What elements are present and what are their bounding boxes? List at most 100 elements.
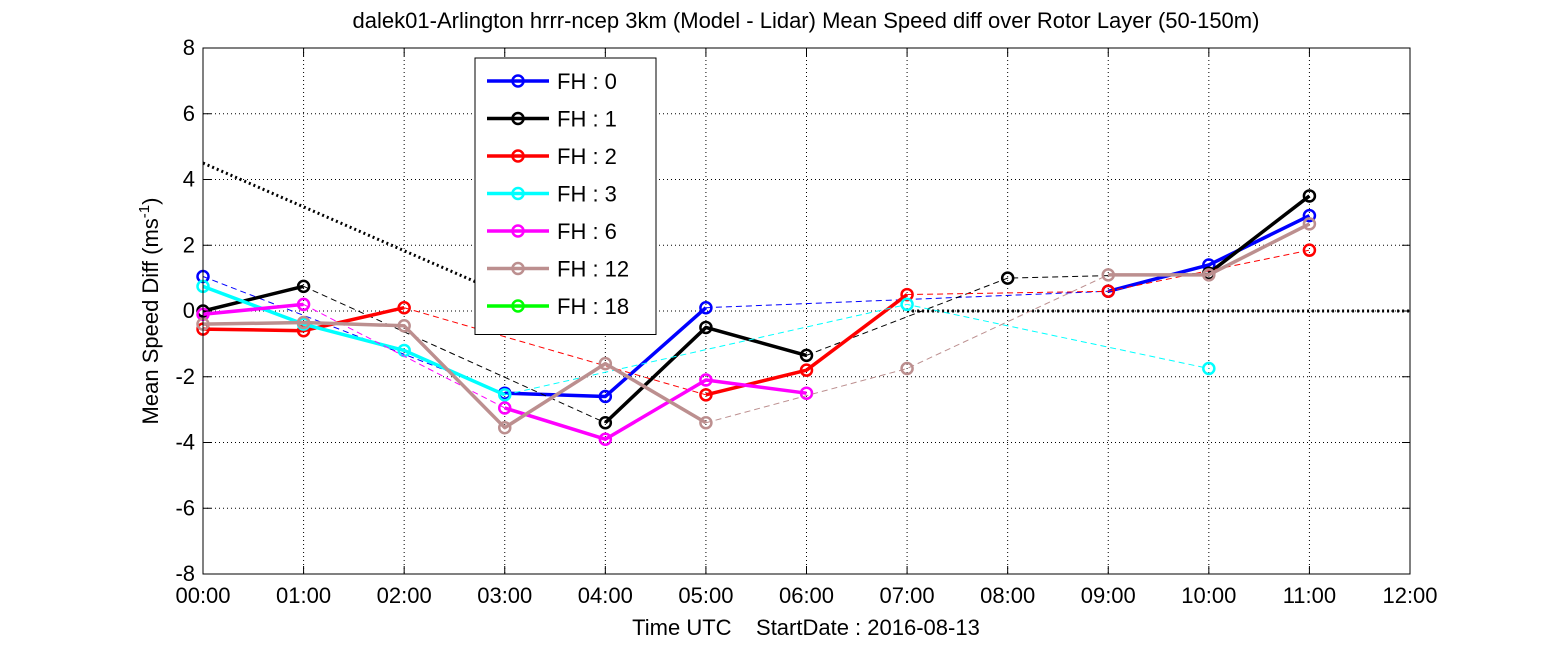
legend-swatch-marker bbox=[511, 224, 525, 238]
x-tick-label: 10:00 bbox=[1181, 583, 1236, 608]
x-tick-label: 04:00 bbox=[578, 583, 633, 608]
legend-entry-label: FH : 6 bbox=[557, 219, 617, 244]
legend-swatch-marker bbox=[511, 111, 525, 126]
data-point bbox=[900, 297, 914, 312]
y-axis-label-text: Mean Speed Diff (ms bbox=[138, 218, 163, 424]
x-tick-label: 05:00 bbox=[678, 583, 733, 608]
data-point bbox=[296, 315, 311, 330]
y-tick-label: -2 bbox=[175, 364, 195, 389]
y-axis-label-unit-exponent: -1 bbox=[136, 205, 153, 218]
data-point bbox=[598, 416, 613, 430]
data-point bbox=[296, 297, 311, 312]
series-line-segment bbox=[202, 302, 304, 317]
y-tick-label: -6 bbox=[175, 495, 195, 520]
legend-swatch-marker bbox=[511, 261, 525, 276]
series-line-segment bbox=[202, 320, 707, 430]
series-0 bbox=[196, 208, 1317, 404]
data-point bbox=[900, 361, 914, 376]
y-tick-label: 6 bbox=[183, 101, 195, 126]
data-point bbox=[799, 348, 814, 363]
data-point bbox=[1302, 217, 1317, 231]
series-line-segment bbox=[604, 325, 807, 425]
data-point bbox=[799, 363, 814, 377]
series-layer bbox=[196, 189, 1317, 446]
chart-title: dalek01-Arlington hrrr-ncep 3km (Model -… bbox=[353, 8, 1260, 33]
x-axis-label: Time UTC StartDate : 2016-08-13 bbox=[632, 615, 980, 640]
y-axis-label-close: ) bbox=[138, 198, 163, 205]
legend-entry-label: FH : 12 bbox=[557, 257, 629, 282]
data-point bbox=[598, 389, 613, 404]
series-dashed-segment bbox=[303, 285, 606, 424]
series-5 bbox=[196, 217, 1317, 435]
series-line-segment bbox=[504, 378, 807, 441]
x-tick-label: 06:00 bbox=[779, 583, 834, 608]
series-1 bbox=[196, 189, 1317, 430]
data-point bbox=[699, 300, 713, 315]
data-point bbox=[699, 373, 713, 387]
reference-line bbox=[202, 161, 506, 296]
x-tick-label: 00:00 bbox=[175, 583, 230, 608]
series-dashed-segment bbox=[404, 307, 707, 396]
data-point bbox=[498, 420, 512, 435]
x-tick-label: 02:00 bbox=[377, 583, 432, 608]
data-point bbox=[1000, 271, 1015, 285]
data-point bbox=[699, 320, 713, 335]
legend-entry-label: FH : 0 bbox=[557, 69, 617, 94]
series-line-segment bbox=[705, 293, 909, 397]
data-point bbox=[699, 416, 713, 430]
data-point bbox=[1302, 243, 1317, 257]
x-tick-label: 08:00 bbox=[980, 583, 1035, 608]
data-point bbox=[498, 401, 512, 415]
legend-entry-label: FH : 1 bbox=[557, 107, 617, 132]
legend: FH : 0 FH : 1 FH : 2 FH : 3 FH : 6 FH : 12 FH … bbox=[474, 57, 657, 335]
data-point bbox=[296, 279, 311, 294]
series-line-segment bbox=[202, 284, 506, 397]
series-line-segment bbox=[1107, 214, 1311, 293]
data-point bbox=[799, 386, 814, 400]
y-axis-label: Mean Speed Diff (ms-1) bbox=[136, 198, 163, 425]
x-tick-label: 03:00 bbox=[477, 583, 532, 608]
x-tick-label: 11:00 bbox=[1283, 583, 1336, 608]
y-tick-label: -4 bbox=[175, 430, 195, 455]
legend-swatch-marker bbox=[511, 149, 525, 163]
data-point bbox=[1302, 208, 1317, 223]
y-tick-label: 4 bbox=[183, 167, 195, 192]
y-axis-ticks: -8 -6 -4 -2 0 2 4 6 8 bbox=[175, 35, 1410, 586]
x-tick-label: 09:00 bbox=[1081, 583, 1136, 608]
legend-entry-label: FH : 3 bbox=[557, 182, 617, 207]
series-line-segment bbox=[1207, 194, 1311, 275]
data-point bbox=[1302, 189, 1317, 203]
x-axis-ticks: 00:00 01:00 02:00 03:00 04:00 05:00 06:00 07:00… bbox=[175, 48, 1438, 608]
series-2 bbox=[196, 243, 1317, 402]
y-tick-label: 2 bbox=[183, 232, 195, 257]
data-point bbox=[397, 300, 411, 315]
data-point bbox=[1101, 284, 1115, 299]
x-tick-label: 12:00 bbox=[1382, 583, 1437, 608]
legend-box bbox=[474, 57, 657, 335]
x-tick-label: 07:00 bbox=[880, 583, 935, 608]
data-point bbox=[1202, 361, 1216, 376]
series-3 bbox=[196, 279, 1216, 402]
data-point bbox=[1202, 268, 1216, 282]
data-point bbox=[498, 388, 512, 402]
legend-entry-label: FH : 18 bbox=[557, 294, 629, 319]
data-point bbox=[397, 319, 411, 333]
y-tick-label: -8 bbox=[175, 561, 195, 586]
series-dashed-segment bbox=[504, 303, 1209, 396]
series-4 bbox=[196, 297, 814, 446]
data-point bbox=[699, 388, 713, 402]
legend-swatch-marker bbox=[511, 186, 525, 201]
series-dashed-segment bbox=[907, 249, 1310, 296]
series-line-segment bbox=[504, 306, 708, 399]
y-tick-label: 8 bbox=[183, 35, 195, 60]
legend-swatch-marker bbox=[511, 299, 525, 313]
series-dashed-segment bbox=[806, 272, 1209, 356]
series-dashed-segment bbox=[303, 303, 505, 409]
y-tick-label: 0 bbox=[183, 298, 195, 323]
legend-entry-label: FH : 2 bbox=[557, 144, 617, 169]
legend-swatch-marker bbox=[511, 74, 525, 88]
data-point bbox=[598, 356, 613, 371]
series-dashed-segment bbox=[202, 276, 505, 394]
reference-lines bbox=[202, 161, 1410, 313]
